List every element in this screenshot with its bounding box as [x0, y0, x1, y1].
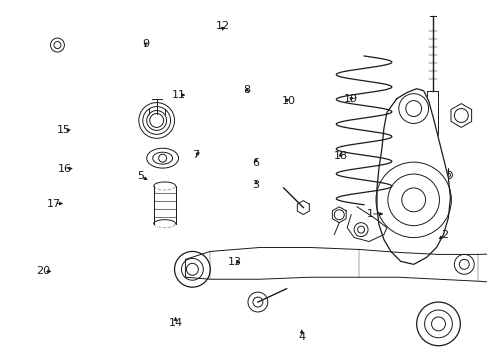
Text: 7: 7	[192, 150, 199, 160]
Text: 2: 2	[440, 230, 447, 240]
Text: 19: 19	[344, 94, 358, 104]
Text: 16: 16	[58, 163, 72, 174]
Text: 14: 14	[168, 318, 183, 328]
Polygon shape	[376, 89, 449, 264]
Text: 4: 4	[298, 332, 305, 342]
Text: 18: 18	[333, 151, 347, 161]
Text: 13: 13	[227, 257, 241, 267]
Text: 1: 1	[366, 209, 373, 219]
Text: 9: 9	[142, 39, 149, 49]
Text: 10: 10	[282, 96, 296, 107]
Polygon shape	[346, 207, 386, 242]
Text: 6: 6	[252, 158, 259, 168]
Text: 20: 20	[37, 266, 51, 276]
Polygon shape	[185, 247, 488, 283]
Text: 11: 11	[172, 90, 185, 100]
Text: 8: 8	[243, 85, 250, 95]
Text: 3: 3	[252, 180, 259, 190]
Text: 5: 5	[137, 171, 144, 181]
Text: 12: 12	[215, 21, 229, 31]
Text: 17: 17	[47, 199, 61, 208]
Text: 15: 15	[57, 125, 71, 135]
